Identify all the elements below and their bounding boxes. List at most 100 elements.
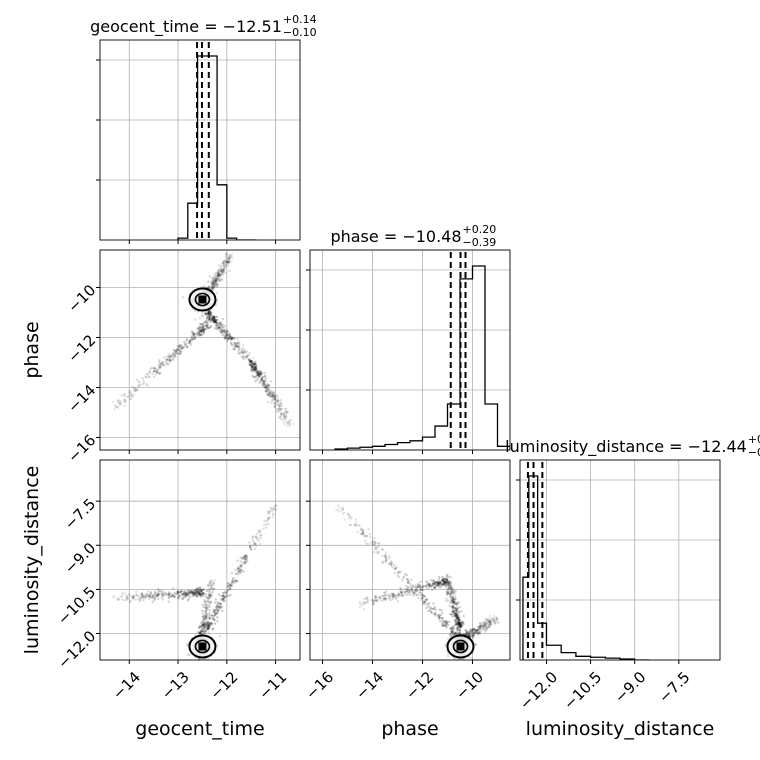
sample-point xyxy=(483,628,487,631)
sample-point xyxy=(455,614,458,618)
sample-point xyxy=(408,589,411,592)
sample-point xyxy=(222,260,226,263)
sample-point xyxy=(205,617,208,621)
sample-point xyxy=(268,384,271,387)
sample-point xyxy=(285,416,288,419)
sample-point xyxy=(275,399,279,402)
sample-point xyxy=(200,629,203,633)
sample-point xyxy=(410,587,414,590)
sample-point xyxy=(223,595,227,599)
sample-point xyxy=(399,571,402,574)
sample-point xyxy=(215,282,218,285)
sample-point xyxy=(197,332,201,335)
sample-point xyxy=(202,630,205,633)
sample-point xyxy=(373,596,377,600)
sample-point xyxy=(174,350,177,353)
sample-point xyxy=(207,624,211,628)
sample-point xyxy=(217,326,220,329)
sample-point xyxy=(383,597,387,600)
sample-point xyxy=(226,585,230,588)
sample-point xyxy=(253,369,257,372)
sample-point xyxy=(484,630,487,633)
sample-point xyxy=(418,591,421,594)
sample-point xyxy=(267,389,270,392)
sample-point xyxy=(215,278,218,281)
sample-point xyxy=(457,625,461,629)
sample-point xyxy=(207,310,211,313)
sample-point xyxy=(214,320,217,323)
sample-point xyxy=(212,580,215,584)
sample-point xyxy=(263,386,267,389)
sample-point xyxy=(149,590,153,594)
sample-point xyxy=(226,585,229,588)
sample-point xyxy=(214,612,217,616)
sample-point xyxy=(212,282,215,285)
sample-point xyxy=(192,589,195,592)
sample-point xyxy=(432,607,436,611)
sample-point xyxy=(169,355,173,358)
sample-point xyxy=(202,327,205,331)
sample-point xyxy=(389,561,393,565)
sample-point xyxy=(234,344,237,347)
sample-point xyxy=(253,363,257,366)
sample-point xyxy=(283,411,287,414)
sample-point xyxy=(142,381,145,384)
sample-point xyxy=(472,632,476,635)
sample-point xyxy=(187,589,190,593)
sample-point xyxy=(381,599,385,602)
sample-point xyxy=(268,395,272,398)
sample-point xyxy=(204,593,207,596)
sample-point xyxy=(222,261,225,264)
sample-point xyxy=(363,535,367,538)
sample-point xyxy=(158,359,161,362)
sample-point xyxy=(213,316,216,320)
sample-point xyxy=(146,384,149,387)
sample-point xyxy=(457,619,460,623)
sample-point xyxy=(204,616,208,619)
sample-point xyxy=(448,579,451,583)
sample-point xyxy=(216,601,219,604)
sample-point xyxy=(210,585,213,588)
sample-point xyxy=(459,626,462,629)
sample-point xyxy=(254,375,258,379)
sample-point xyxy=(200,326,203,330)
sample-point xyxy=(234,579,238,583)
sample-point xyxy=(488,618,492,622)
sample-point xyxy=(134,389,137,392)
sample-point xyxy=(456,616,460,619)
sample-point xyxy=(210,284,213,287)
sample-point xyxy=(216,619,219,623)
sample-point xyxy=(253,375,257,378)
sample-point xyxy=(484,624,487,627)
sample-point xyxy=(427,602,431,605)
sample-point xyxy=(266,385,269,388)
sample-point xyxy=(193,336,196,339)
sample-point xyxy=(153,591,157,595)
sample-point xyxy=(208,311,211,315)
sample-point xyxy=(361,531,365,535)
sample-point xyxy=(240,351,243,354)
sample-point xyxy=(251,540,255,543)
sample-point xyxy=(446,587,450,590)
sample-point xyxy=(123,592,127,595)
sample-point xyxy=(227,337,230,340)
sample-point xyxy=(439,580,443,583)
sample-point xyxy=(362,529,365,532)
sample-point xyxy=(122,599,126,602)
sample-point xyxy=(266,387,270,391)
sample-point xyxy=(275,403,279,406)
sample-point xyxy=(215,326,219,329)
sample-point xyxy=(364,602,367,605)
sample-point xyxy=(201,591,205,595)
sample-point xyxy=(114,405,118,409)
sample-point xyxy=(233,348,236,351)
sample-point xyxy=(223,596,226,600)
sample-point xyxy=(263,381,266,384)
sample-point xyxy=(178,352,181,355)
sample-point xyxy=(185,592,189,595)
sample-point xyxy=(420,586,423,589)
sample-point xyxy=(258,372,261,375)
sample-point xyxy=(448,596,452,599)
sample-point xyxy=(219,325,222,329)
sample-point xyxy=(192,591,196,594)
